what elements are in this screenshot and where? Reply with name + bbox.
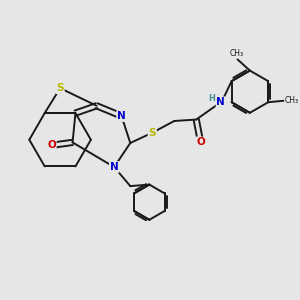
- Text: O: O: [47, 140, 56, 150]
- Text: CH₃: CH₃: [230, 49, 244, 58]
- Text: S: S: [148, 128, 156, 138]
- Text: O: O: [196, 137, 205, 147]
- Text: N: N: [216, 97, 225, 107]
- Text: CH₃: CH₃: [285, 96, 299, 105]
- Text: H: H: [208, 94, 215, 103]
- Text: N: N: [110, 162, 118, 172]
- Text: S: S: [56, 83, 64, 93]
- Text: N: N: [117, 111, 126, 121]
